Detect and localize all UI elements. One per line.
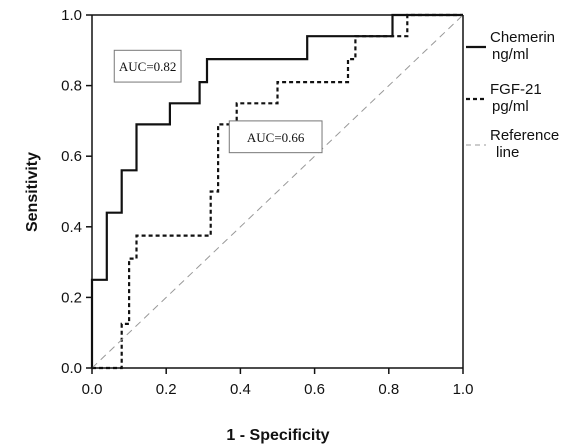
legend-label-unit: line <box>496 144 519 161</box>
x-tick-label: 0.6 <box>304 381 325 398</box>
auc-label: AUC=0.66 <box>247 130 305 145</box>
y-tick-label: 1.0 <box>61 7 82 24</box>
y-tick-label: 0.6 <box>61 148 82 165</box>
x-axis-title: 1 - Specificity <box>226 427 329 444</box>
x-tick-label: 0.0 <box>82 381 103 398</box>
series-line-chemerin <box>90 13 463 368</box>
ticks: 0.0 0.2 0.4 0.6 0.8 1.0 0.0 0.2 0.4 0.6 0.8 1.0 <box>61 7 473 398</box>
y-tick-label: 0.8 <box>61 78 82 95</box>
y-axis-title: Sensitivity <box>24 152 41 232</box>
annotations: AUC=0.82 AUC=0.66 <box>113 49 323 154</box>
legend-label-unit: ng/ml <box>492 46 529 63</box>
y-tick-label: 0.4 <box>61 219 82 236</box>
series-line-fgf21 <box>92 13 463 370</box>
axes <box>91 14 464 369</box>
x-tick-label: 0.8 <box>378 381 399 398</box>
x-tick-label: 1.0 <box>453 381 474 398</box>
reference-line <box>91 14 464 369</box>
legend-label: Reference <box>490 127 559 144</box>
legend-label: FGF-21 <box>490 81 542 98</box>
x-tick-label: 0.2 <box>156 381 177 398</box>
auc-box <box>113 49 182 83</box>
y-tick-label: 0.2 <box>61 289 82 306</box>
auc-box <box>228 120 323 154</box>
y-tick-label: 0.0 <box>61 360 82 377</box>
legend-label: Chemerin <box>490 29 555 46</box>
auc-label: AUC=0.82 <box>119 59 177 74</box>
legend-label-unit: pg/ml <box>492 98 529 115</box>
plot-area <box>90 13 464 370</box>
x-tick-label: 0.4 <box>230 381 251 398</box>
